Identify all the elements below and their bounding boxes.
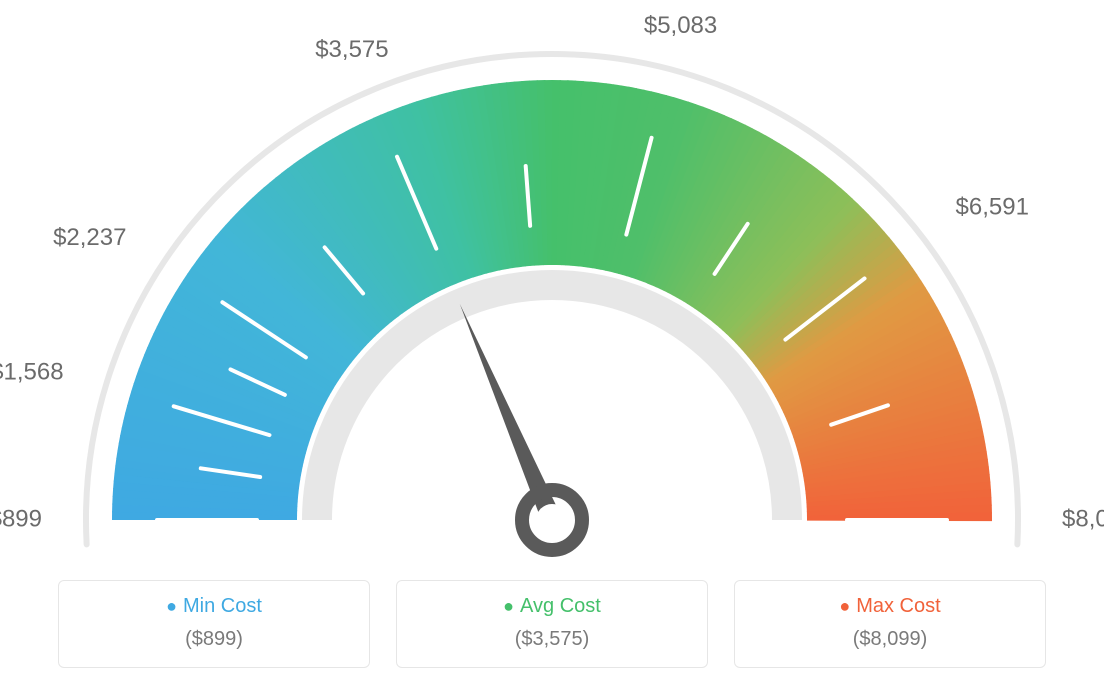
legend-avg-title: ● Avg Cost <box>397 595 707 618</box>
chart-container: $899 $1,568 $2,237 $3,575 $5,083 $6,591 $8,099… <box>0 0 1104 690</box>
dot-icon: ● <box>166 596 177 616</box>
svg-text:$899: $899 <box>0 505 42 532</box>
dot-icon: ● <box>503 596 514 616</box>
gauge-chart: $899 $1,568 $2,237 $3,575 $5,083 $6,591 $8,099 <box>0 0 1104 560</box>
svg-text:$8,099: $8,099 <box>1062 505 1104 532</box>
svg-text:$5,083: $5,083 <box>644 12 717 39</box>
legend-avg-label: Avg Cost <box>520 595 601 617</box>
legend-max-value: ($8,099) <box>735 628 1045 651</box>
dot-icon: ● <box>839 596 850 616</box>
legend-max-label: Max Cost <box>856 595 940 617</box>
legend-avg-value: ($3,575) <box>397 628 707 651</box>
legend-min-label: Min Cost <box>183 595 262 617</box>
legend-card-min: ● Min Cost ($899) <box>58 580 370 668</box>
svg-text:$2,237: $2,237 <box>53 224 126 251</box>
legend-card-max: ● Max Cost ($8,099) <box>734 580 1046 668</box>
legend-min-value: ($899) <box>59 628 369 651</box>
svg-text:$6,591: $6,591 <box>956 193 1029 220</box>
legend-row: ● Min Cost ($899) ● Avg Cost ($3,575) ● Max… <box>0 580 1104 668</box>
needle-hub-inner <box>536 504 568 536</box>
svg-text:$3,575: $3,575 <box>315 36 388 63</box>
legend-max-title: ● Max Cost <box>735 595 1045 618</box>
svg-text:$1,568: $1,568 <box>0 359 64 386</box>
legend-card-avg: ● Avg Cost ($3,575) <box>396 580 708 668</box>
legend-min-title: ● Min Cost <box>59 595 369 618</box>
